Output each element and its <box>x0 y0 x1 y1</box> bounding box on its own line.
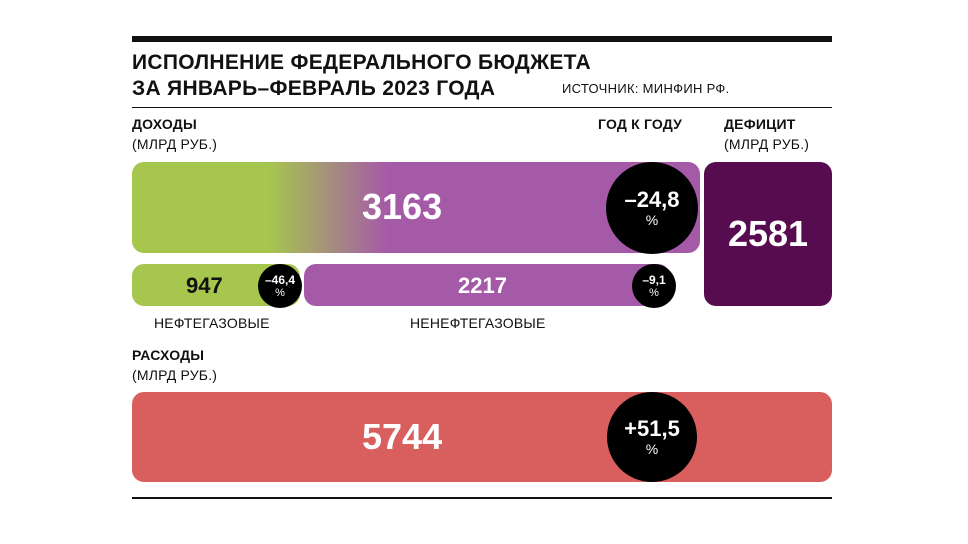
expenses-yoy-percent: % <box>645 441 659 457</box>
income-yoy-percent: % <box>645 212 659 228</box>
non-oil-gas-yoy-value: –9,1 <box>642 272 666 287</box>
non-oil-gas-category-label: НЕНЕФТЕГАЗОВЫЕ <box>410 315 546 331</box>
top-rule <box>132 36 832 42</box>
income-yoy-badge: –24,8 % <box>606 162 698 254</box>
deficit-bar: 2581 <box>704 162 832 306</box>
oil-gas-yoy-value: –46,4 <box>264 272 296 287</box>
deficit-label: ДЕФИЦИТ <box>724 116 796 132</box>
expenses-yoy-badge: +51,5 % <box>607 392 697 482</box>
oil-gas-yoy-percent: % <box>275 286 285 299</box>
expenses-label: РАСХОДЫ <box>132 347 205 363</box>
yoy-label: ГОД К ГОДУ <box>598 116 683 132</box>
expenses-value: 5744 <box>362 416 443 457</box>
income-value: 3163 <box>362 186 443 227</box>
non-oil-gas-yoy-percent: % <box>649 286 659 299</box>
oil-gas-category-label: НЕФТЕГАЗОВЫЕ <box>154 315 270 331</box>
income-label: ДОХОДЫ <box>132 116 197 132</box>
expenses-bar <box>132 392 832 482</box>
oil-gas-value: 947 <box>186 273 223 298</box>
expenses-yoy-value: +51,5 <box>624 416 680 441</box>
deficit-value: 2581 <box>727 213 809 254</box>
header-divider <box>132 107 832 108</box>
bottom-rule <box>132 497 832 499</box>
deficit-unit: (МЛРД РУБ.) <box>724 136 810 152</box>
chart-title: ИСПОЛНЕНИЕ ФЕДЕРАЛЬНОГО БЮДЖЕТА ЗА ЯНВАР… <box>132 50 591 102</box>
title-line-2: ЗА ЯНВАРЬ–ФЕВРАЛЬ 2023 ГОДА <box>132 77 496 100</box>
non-oil-gas-bar <box>304 264 670 306</box>
oil-gas-yoy-badge: –46,4 % <box>258 264 302 308</box>
non-oil-gas-value: 2217 <box>458 273 507 298</box>
income-yoy-value: –24,8 <box>624 187 680 212</box>
income-bar <box>132 162 700 253</box>
source-note: ИСТОЧНИК: МИНФИН РФ. <box>562 81 730 96</box>
title-line-1: ИСПОЛНЕНИЕ ФЕДЕРАЛЬНОГО БЮДЖЕТА <box>132 51 591 74</box>
income-unit: (МЛРД РУБ.) <box>132 136 218 152</box>
non-oil-gas-yoy-badge: –9,1 % <box>632 264 676 308</box>
expenses-unit: (МЛРД РУБ.) <box>132 367 218 383</box>
